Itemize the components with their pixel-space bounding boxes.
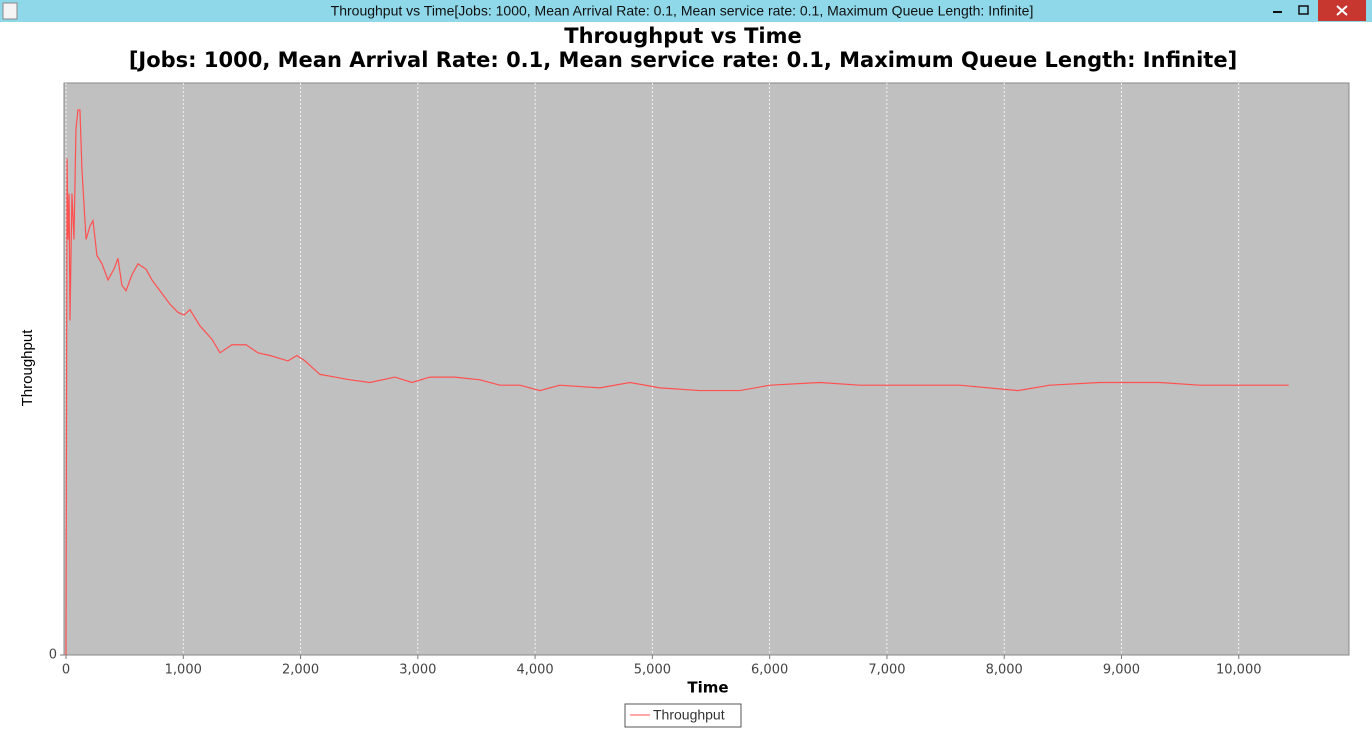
legend-label: Throughput bbox=[653, 707, 725, 723]
app-icon bbox=[2, 2, 18, 20]
x-axis-label: Time bbox=[687, 679, 728, 697]
x-tick-label: 9,000 bbox=[1103, 663, 1140, 678]
close-icon bbox=[1336, 5, 1348, 16]
x-tick-label: 2,000 bbox=[282, 663, 319, 678]
y-axis-label: Throughput bbox=[19, 329, 36, 407]
y-tick-label: 0 bbox=[49, 648, 57, 663]
plot-area bbox=[63, 82, 1350, 656]
x-tick-label: 4,000 bbox=[516, 663, 553, 678]
x-tick-label: 0 bbox=[62, 663, 70, 678]
x-tick-label: 5,000 bbox=[634, 663, 671, 678]
legend bbox=[624, 703, 742, 728]
x-tick-label: 8,000 bbox=[986, 663, 1023, 678]
chart-title: Throughput vs Time bbox=[564, 24, 801, 48]
x-tick-label: 10,000 bbox=[1216, 663, 1262, 678]
chart-subtitle: [Jobs: 1000, Mean Arrival Rate: 0.1, Mea… bbox=[129, 48, 1237, 72]
x-tick-label: 7,000 bbox=[868, 663, 905, 678]
restore-button[interactable] bbox=[1298, 5, 1309, 15]
window-title: Throughput vs Time[Jobs: 1000, Mean Arri… bbox=[331, 3, 1034, 19]
x-tick-label: 1,000 bbox=[165, 663, 202, 678]
x-tick-label: 6,000 bbox=[751, 663, 788, 678]
x-tick-label: 3,000 bbox=[399, 663, 436, 678]
data-line bbox=[65, 109, 1289, 656]
title-bar bbox=[0, 0, 1372, 22]
